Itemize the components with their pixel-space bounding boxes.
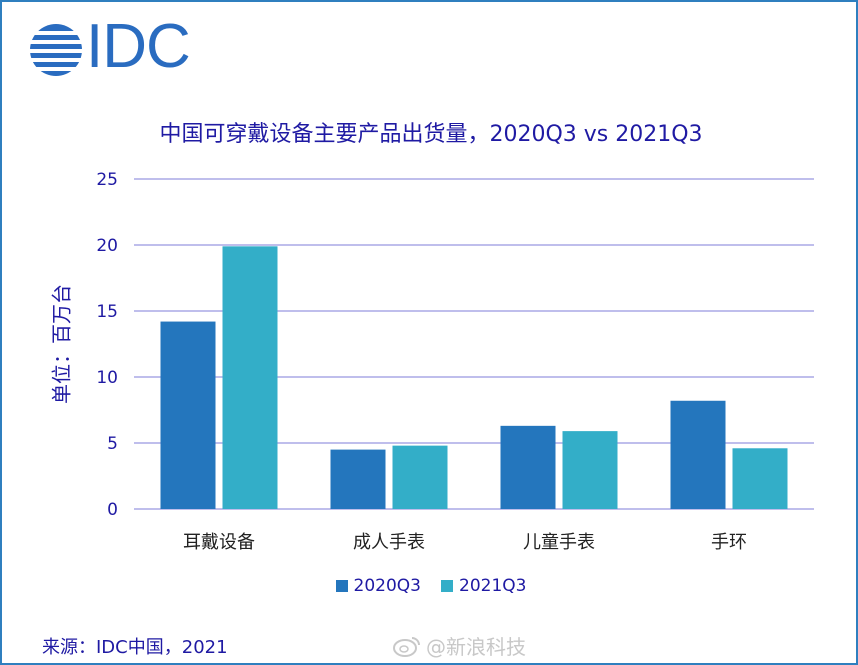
x-category-label: 成人手表 [353, 532, 425, 553]
bar-2021Q3 [562, 431, 618, 509]
bar-2020Q3 [670, 400, 726, 509]
bar-2021Q3 [222, 246, 278, 509]
legend-swatch [335, 580, 348, 592]
legend-item-2021Q3: 2021Q3 [441, 576, 526, 596]
idc-logo-text: IDC [86, 12, 191, 81]
y-tick-label: 0 [107, 500, 118, 520]
source-note: 来源：IDC中国，2021 [42, 637, 228, 658]
bar-2020Q3 [330, 449, 386, 509]
legend-label: 2021Q3 [459, 576, 527, 596]
idc-logo: IDC [30, 16, 210, 80]
y-tick-label: 5 [107, 434, 118, 454]
x-category-label: 手环 [711, 532, 747, 553]
chart-title: 中国可穿戴设备主要产品出货量，2020Q3 vs 2021Q3 [159, 122, 703, 147]
idc-logo-globe-icon [30, 24, 82, 76]
y-tick-label: 20 [96, 236, 118, 256]
legend-item-2020Q3: 2020Q3 [335, 576, 421, 596]
x-category-label: 耳戴设备 [183, 532, 255, 553]
legend: 2020Q3 2021Q3 [2, 576, 858, 597]
legend-label: 2020Q3 [353, 576, 421, 596]
y-tick-label: 10 [96, 368, 118, 388]
y-tick-label: 25 [96, 170, 118, 190]
bar-2021Q3 [392, 445, 448, 509]
weibo-logo-icon [393, 636, 420, 657]
bar-2021Q3 [732, 448, 788, 509]
watermark-text: @新浪科技 [426, 635, 526, 659]
bar-2020Q3 [500, 425, 556, 509]
legend-swatch [441, 580, 453, 592]
x-category-label: 儿童手表 [523, 532, 595, 553]
bar-2020Q3 [160, 321, 216, 509]
y-tick-label: 15 [96, 302, 118, 322]
watermark: @新浪科技 [392, 631, 526, 660]
